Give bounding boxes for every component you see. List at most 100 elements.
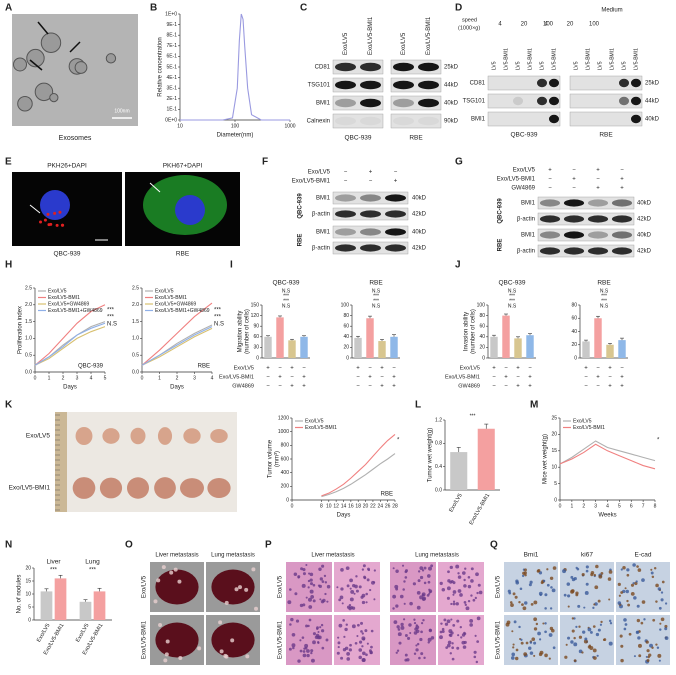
- y-tick-label: 1.0: [25, 336, 32, 342]
- cell: [361, 568, 365, 571]
- y-tick-label: 20: [343, 345, 349, 351]
- cell: [512, 643, 515, 646]
- bar: [594, 318, 602, 358]
- x-tick-label: 7: [642, 503, 645, 509]
- cell: [602, 638, 606, 641]
- blot-band: [418, 80, 439, 90]
- cell: [592, 606, 595, 609]
- cell: [317, 630, 320, 633]
- cell: [476, 640, 480, 643]
- cell: [392, 607, 395, 610]
- cell: [664, 636, 669, 640]
- legend-label: Exo/LV5+GW4869: [155, 301, 196, 307]
- label: Exo/LV5-BMI1: [292, 179, 331, 185]
- cell: [578, 635, 583, 639]
- blot-band: [360, 210, 381, 218]
- x-tick-label: 0: [291, 503, 294, 509]
- label: +: [290, 384, 294, 390]
- data-line: [34, 304, 106, 366]
- cell: [645, 640, 649, 644]
- cell: [417, 579, 421, 583]
- blot-band: [335, 244, 356, 252]
- cell: [588, 644, 592, 648]
- legend-label: Exo/LV5: [305, 418, 324, 424]
- cell: [416, 590, 421, 595]
- label: PKH26+DAPI: [47, 163, 87, 170]
- cell: [427, 641, 430, 644]
- cell: [507, 589, 511, 593]
- label: −: [278, 366, 282, 372]
- cell: [404, 653, 408, 657]
- blot-band: [536, 96, 548, 106]
- y-tick-label: 2E-1: [166, 96, 177, 102]
- cell: [403, 602, 406, 605]
- cell: [585, 582, 589, 586]
- y-tick-label: 1E+0: [165, 11, 177, 17]
- cell: [657, 653, 662, 658]
- label: 40kD: [645, 117, 660, 123]
- blot-band: [536, 78, 548, 88]
- cell: [620, 568, 623, 571]
- cell: [546, 583, 550, 587]
- cell: [640, 621, 644, 625]
- y-tick-label: 60: [571, 316, 577, 322]
- cell: [646, 649, 650, 653]
- cell: [364, 629, 368, 633]
- cell: [478, 590, 483, 595]
- panel-letter: G: [455, 157, 463, 168]
- x-tick-label: 8: [320, 503, 323, 509]
- cell: [415, 644, 418, 647]
- exosome-dot: [60, 223, 64, 227]
- cell: [321, 629, 325, 633]
- annotation: ***: [214, 315, 222, 321]
- cell: [295, 619, 300, 623]
- tumor: [154, 477, 176, 499]
- cell: [439, 581, 443, 586]
- blot-band: [539, 215, 561, 223]
- cell: [596, 654, 599, 657]
- cell: [597, 599, 601, 603]
- label: β-actin: [312, 212, 330, 218]
- cell: [460, 636, 463, 639]
- cell: [599, 623, 603, 626]
- cell: [571, 577, 576, 582]
- label: 100nm: [114, 108, 129, 114]
- label: BMI1: [471, 117, 486, 123]
- cell: [600, 620, 603, 624]
- cell: [346, 605, 351, 609]
- cell: [533, 654, 536, 657]
- label: (1000×g): [458, 25, 480, 31]
- cell: [523, 571, 527, 575]
- cell: [395, 651, 398, 654]
- cell: [649, 643, 653, 648]
- label: +: [528, 375, 532, 381]
- y-tick-label: 40: [479, 334, 485, 340]
- cell: [587, 627, 592, 632]
- bar: [79, 601, 92, 620]
- cell: [566, 582, 571, 586]
- cell: [474, 596, 477, 600]
- y-axis-label: No. of nodules: [17, 575, 23, 614]
- label: −: [492, 375, 496, 381]
- cell: [447, 570, 450, 574]
- label: +: [516, 384, 520, 390]
- cell: [337, 636, 340, 639]
- micrograph: [616, 562, 670, 612]
- cell: [395, 569, 399, 573]
- blot-band: [548, 114, 560, 124]
- cell: [628, 632, 632, 636]
- x-tick-label: 2: [582, 503, 585, 509]
- cell: [310, 595, 315, 599]
- cell: [664, 624, 668, 629]
- blot-band: [385, 244, 406, 252]
- label: +: [620, 186, 624, 192]
- cell: [512, 592, 516, 596]
- cell: [622, 566, 626, 570]
- y-axis-label: (number of cells): [245, 309, 251, 354]
- panel-letter: C: [300, 3, 307, 14]
- cell: [346, 584, 350, 588]
- cell: [635, 580, 638, 583]
- exosome-dot: [39, 220, 43, 224]
- y-tick-label: 1.5: [132, 319, 139, 325]
- cell: [578, 625, 581, 628]
